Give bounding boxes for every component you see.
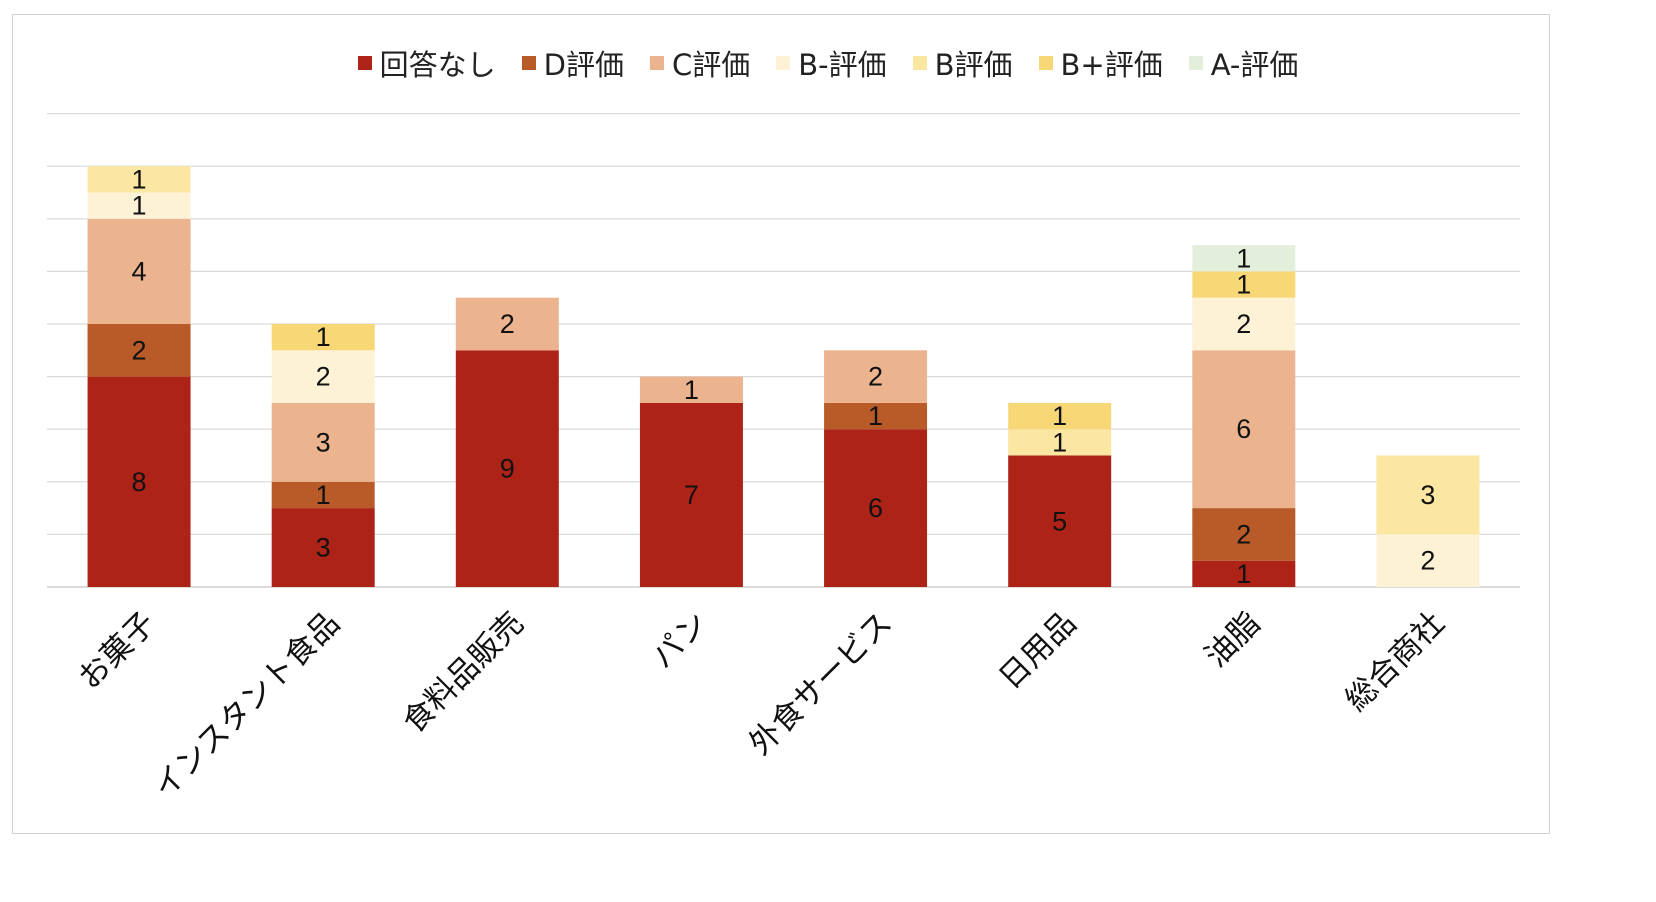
data-label: 1 — [1052, 427, 1067, 457]
data-label: 2 — [316, 362, 331, 392]
legend-swatch — [912, 56, 927, 70]
bar-segment — [1008, 402, 1112, 430]
data-label: 1 — [316, 322, 331, 352]
data-label: 1 — [1052, 401, 1067, 431]
legend-swatch — [521, 56, 536, 70]
data-label: 1 — [1236, 559, 1251, 589]
data-label: 2 — [500, 309, 515, 339]
legend-label: B+評価 — [1060, 48, 1163, 82]
data-label: 2 — [132, 335, 147, 365]
data-label: 2 — [1236, 309, 1251, 339]
category-label: 外食サービス — [742, 605, 899, 762]
data-label: 2 — [868, 362, 883, 392]
category-label: 食料品販売 — [396, 605, 531, 740]
bar-segment — [87, 192, 191, 219]
bar-segment — [1192, 245, 1296, 272]
bar-segment — [87, 376, 191, 587]
bar-segment — [271, 324, 375, 351]
bar-segment — [639, 376, 743, 403]
bar-segment — [1008, 455, 1112, 587]
legend-item-d: D評価 — [521, 42, 624, 84]
data-label: 9 — [500, 454, 515, 484]
bar-segment — [824, 429, 928, 587]
data-label: 1 — [1236, 270, 1251, 300]
legend-swatch — [1188, 56, 1203, 70]
bar-segment — [87, 324, 191, 377]
bar-segment — [824, 350, 928, 403]
legend: 回答なし D評価 C評価 B-評価 B評価 B+評価 A-評価 — [0, 42, 1656, 84]
data-label: 3 — [316, 533, 331, 563]
data-label: 8 — [132, 467, 147, 497]
category-label: 油脂 — [1198, 605, 1267, 674]
bar-segment — [639, 402, 743, 587]
data-label: 5 — [1052, 506, 1067, 536]
bar-segment — [271, 402, 375, 482]
legend-item-b-minus: B-評価 — [776, 42, 887, 84]
data-label: 3 — [316, 427, 331, 457]
legend-item-b: B評価 — [912, 42, 1013, 84]
legend-swatch — [776, 56, 791, 70]
bar-segment — [1192, 271, 1296, 298]
legend-label: D評価 — [543, 48, 624, 82]
legend-label: A-評価 — [1210, 48, 1299, 82]
bar-segment — [1376, 534, 1480, 587]
data-label: 3 — [1420, 480, 1435, 510]
category-label: 日用品 — [992, 605, 1083, 696]
category-label: パン — [645, 605, 715, 675]
legend-swatch — [1038, 56, 1053, 70]
data-label: 1 — [132, 191, 147, 221]
bar-segment — [271, 481, 375, 509]
bar-segment — [1008, 429, 1112, 456]
data-label: 4 — [132, 256, 147, 286]
legend-item-c: C評価 — [649, 42, 751, 84]
data-label: 1 — [868, 401, 883, 431]
data-label: 6 — [868, 493, 883, 523]
legend-item-no-answer: 回答なし — [357, 42, 496, 84]
bar-segment — [824, 402, 928, 430]
data-label: 1 — [1236, 243, 1251, 273]
bar-segment — [87, 166, 191, 193]
data-label: 1 — [684, 375, 699, 405]
legend-swatch — [649, 56, 664, 70]
bar-segment — [1376, 455, 1480, 535]
bar-segment — [271, 350, 375, 403]
legend-label: C評価 — [671, 48, 751, 82]
data-label: 2 — [1236, 519, 1251, 549]
legend-label: 回答なし — [379, 48, 496, 82]
bar-segment — [455, 297, 559, 351]
data-label: 6 — [1236, 414, 1251, 444]
bar-segment — [87, 218, 191, 324]
data-label: 2 — [1420, 546, 1435, 576]
bar-segment — [1192, 508, 1296, 561]
legend-item-a-minus: A-評価 — [1188, 42, 1299, 84]
data-label: 1 — [316, 480, 331, 510]
bar-segment — [1192, 297, 1296, 351]
legend-label: B評価 — [934, 48, 1013, 82]
category-label: インスタント食品 — [146, 605, 346, 805]
data-label: 7 — [684, 480, 699, 510]
category-label: 総合商社 — [1338, 605, 1451, 718]
bar-segment — [271, 508, 375, 587]
data-label: 1 — [132, 164, 147, 194]
legend-label: B-評価 — [798, 48, 887, 82]
category-label: お菓子 — [72, 605, 163, 696]
legend-swatch — [357, 56, 372, 70]
bar-segment — [1192, 350, 1296, 509]
bar-segment — [455, 350, 559, 587]
legend-item-b-plus: B+評価 — [1038, 42, 1163, 84]
bar-segment — [1192, 560, 1296, 587]
